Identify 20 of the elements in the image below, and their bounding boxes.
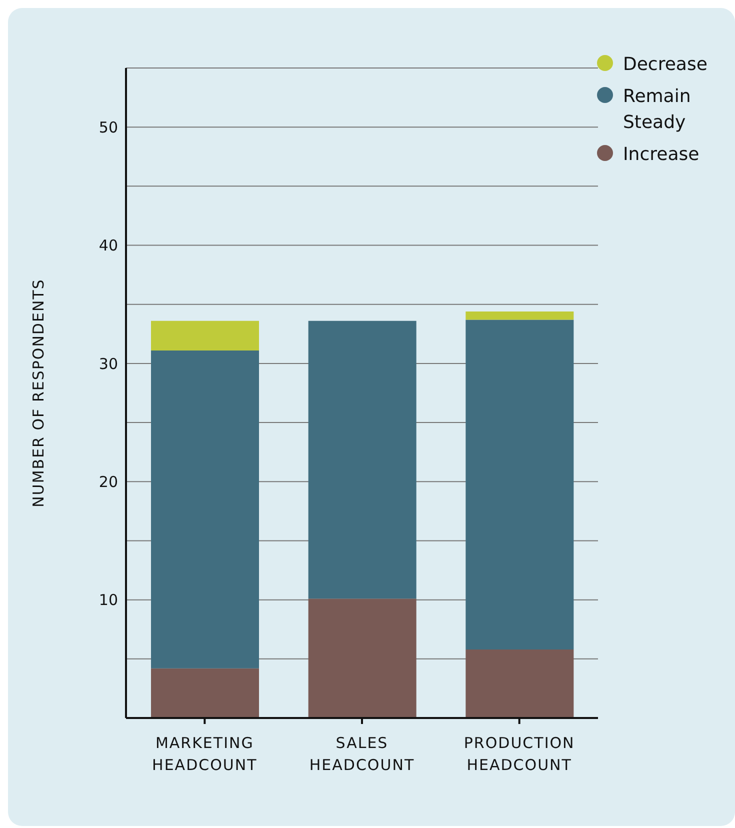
legend-label: Decrease	[623, 53, 708, 77]
y-tick-label: 30	[98, 354, 118, 373]
legend-label: Remain Steady	[623, 85, 692, 135]
bar	[308, 598, 416, 718]
bar	[308, 320, 416, 599]
y-tick-label: 40	[98, 236, 118, 255]
legend-label: Increase	[623, 143, 700, 167]
y-axis-title: NUMBER OF RESPONDENTS	[29, 278, 48, 508]
bar	[466, 649, 574, 718]
bar	[151, 320, 259, 350]
y-tick-label: 20	[98, 472, 118, 491]
bar	[466, 311, 574, 320]
x-tick-label: SALES HEADCOUNT	[309, 734, 415, 774]
y-tick-label: 10	[98, 591, 118, 610]
y-tick-label: 50	[98, 118, 118, 136]
x-tick-label: PRODUCTION HEADCOUNT	[464, 734, 575, 774]
bar	[466, 320, 574, 650]
bar	[151, 668, 259, 718]
bar	[151, 350, 259, 668]
x-tick-label: MARKETING HEADCOUNT	[152, 734, 258, 774]
